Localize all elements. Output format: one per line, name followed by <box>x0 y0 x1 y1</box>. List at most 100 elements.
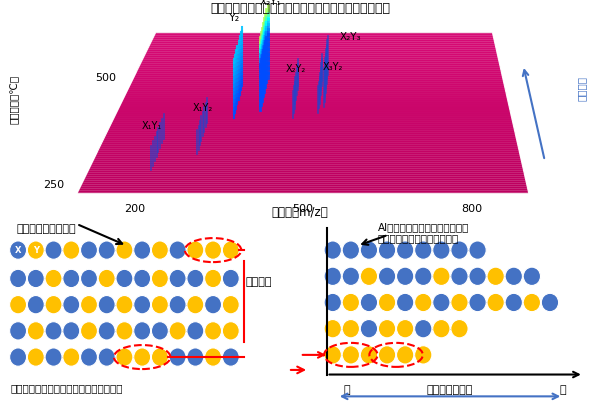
Text: 500: 500 <box>95 73 116 83</box>
Polygon shape <box>85 177 525 179</box>
Circle shape <box>80 241 97 259</box>
Circle shape <box>45 322 62 340</box>
Circle shape <box>487 293 505 312</box>
Circle shape <box>223 241 239 259</box>
Polygon shape <box>129 87 505 89</box>
Circle shape <box>342 346 359 364</box>
Circle shape <box>28 296 44 314</box>
Polygon shape <box>142 59 499 61</box>
Polygon shape <box>150 43 494 45</box>
Circle shape <box>342 241 359 259</box>
Circle shape <box>433 319 450 338</box>
Text: X₁Y₂: X₁Y₂ <box>193 103 214 113</box>
Circle shape <box>361 319 377 338</box>
Circle shape <box>415 267 432 285</box>
Polygon shape <box>95 157 520 159</box>
Polygon shape <box>98 149 518 151</box>
Polygon shape <box>124 97 507 99</box>
Circle shape <box>45 348 62 366</box>
Circle shape <box>397 346 414 364</box>
Circle shape <box>116 241 133 259</box>
Circle shape <box>379 346 395 364</box>
Circle shape <box>151 296 169 314</box>
Circle shape <box>361 293 377 312</box>
Circle shape <box>342 293 359 312</box>
Circle shape <box>397 267 414 285</box>
Text: 200: 200 <box>124 204 145 214</box>
Circle shape <box>397 293 414 312</box>
Circle shape <box>433 241 450 259</box>
Circle shape <box>187 322 204 340</box>
Polygon shape <box>153 37 493 39</box>
Polygon shape <box>136 73 502 75</box>
Text: AIが部分配列の種類・個数ごと
に質量分析データを並び替え: AIが部分配列の種類・個数ごと に質量分析データを並び替え <box>378 222 469 243</box>
Circle shape <box>45 241 62 259</box>
Circle shape <box>10 348 26 366</box>
Polygon shape <box>83 181 526 183</box>
Circle shape <box>134 241 151 259</box>
Polygon shape <box>86 175 524 177</box>
Polygon shape <box>78 191 528 193</box>
Polygon shape <box>118 109 509 111</box>
Polygon shape <box>144 55 497 57</box>
Circle shape <box>169 241 186 259</box>
Polygon shape <box>126 93 506 95</box>
Polygon shape <box>108 129 514 131</box>
Polygon shape <box>151 41 494 43</box>
Polygon shape <box>134 75 502 77</box>
Circle shape <box>80 348 97 366</box>
Polygon shape <box>149 45 495 47</box>
Polygon shape <box>137 71 501 73</box>
Polygon shape <box>79 189 527 191</box>
Text: X₂Y₂: X₂Y₂ <box>286 64 306 74</box>
Circle shape <box>361 241 377 259</box>
Polygon shape <box>100 147 518 149</box>
Polygon shape <box>134 77 502 79</box>
Polygon shape <box>147 49 496 51</box>
Text: X₃Y₂: X₃Y₂ <box>323 62 343 72</box>
Polygon shape <box>89 169 523 171</box>
Circle shape <box>451 319 468 338</box>
Polygon shape <box>155 33 493 35</box>
Circle shape <box>505 293 523 312</box>
Polygon shape <box>113 119 512 121</box>
Polygon shape <box>103 139 517 141</box>
Circle shape <box>451 241 468 259</box>
Polygon shape <box>131 81 503 83</box>
Text: X₁Y₁: X₁Y₁ <box>142 121 162 131</box>
Circle shape <box>116 322 133 340</box>
Circle shape <box>342 319 359 338</box>
Polygon shape <box>104 137 516 139</box>
Circle shape <box>505 267 523 285</box>
Circle shape <box>223 296 239 314</box>
Polygon shape <box>95 155 520 157</box>
Text: 少: 少 <box>344 385 350 395</box>
Polygon shape <box>139 65 500 67</box>
Polygon shape <box>111 123 513 125</box>
Circle shape <box>361 346 377 364</box>
Polygon shape <box>133 79 503 81</box>
Polygon shape <box>121 103 508 105</box>
Polygon shape <box>152 39 494 41</box>
Polygon shape <box>130 85 504 87</box>
Polygon shape <box>131 83 503 85</box>
Circle shape <box>98 296 115 314</box>
Text: ランダムな配列を持った高分子の集まり: ランダムな配列を持った高分子の集まり <box>10 383 122 393</box>
Text: 800: 800 <box>461 204 482 214</box>
Circle shape <box>433 293 450 312</box>
Circle shape <box>324 293 341 312</box>
Circle shape <box>487 267 505 285</box>
Polygon shape <box>97 151 519 153</box>
Circle shape <box>397 319 414 338</box>
Circle shape <box>541 293 559 312</box>
Polygon shape <box>80 187 527 189</box>
Circle shape <box>342 267 359 285</box>
Polygon shape <box>137 69 500 71</box>
Circle shape <box>433 267 450 285</box>
Circle shape <box>223 322 239 340</box>
Circle shape <box>415 293 432 312</box>
Circle shape <box>205 269 221 288</box>
Polygon shape <box>109 127 514 129</box>
Circle shape <box>151 269 169 288</box>
Circle shape <box>187 348 204 366</box>
